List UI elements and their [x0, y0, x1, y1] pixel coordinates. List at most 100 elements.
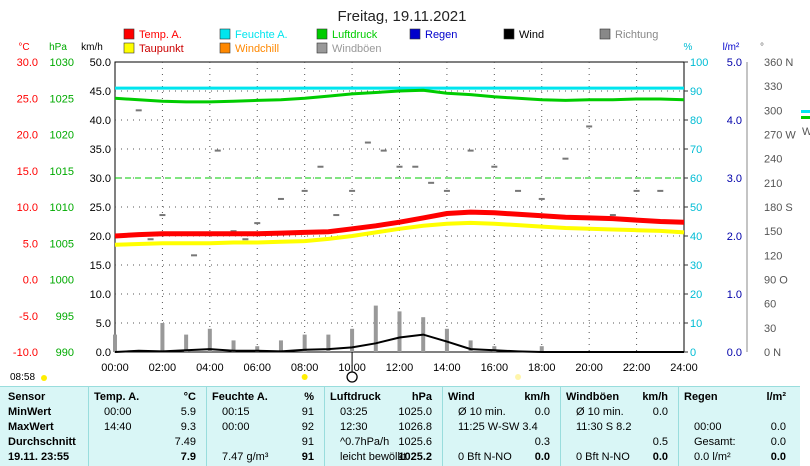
sunset-marker	[515, 374, 522, 380]
y-tick-label: 0	[690, 347, 696, 359]
right-swatch-humidity	[801, 110, 810, 113]
legend-label: Windböen	[332, 43, 382, 55]
y-tick-label: 10.0	[17, 202, 38, 214]
table-cell-label: Ø 10 min.	[576, 406, 624, 418]
y-tick-label: 0.0	[727, 347, 742, 359]
y-tick-label: 40.0	[90, 115, 111, 127]
y-tick-label: 2.0	[727, 231, 742, 243]
kmh-unit-label: km/h	[81, 42, 103, 53]
table-section: Regen l/m² 00:00 0.0 Gesamt: 0.0 0.0 l/m² 0.0	[680, 387, 792, 466]
x-tick-label: 06:00	[243, 362, 271, 374]
y-tick-label: 20.0	[17, 130, 38, 142]
y-tick-label: 1.0	[727, 289, 742, 301]
x-tick-label: 16:00	[481, 362, 509, 374]
gust-bar	[397, 311, 402, 352]
x-tick-label: 00:00	[101, 362, 129, 374]
grid	[115, 62, 684, 352]
legend-swatch	[123, 42, 135, 54]
gust-bar	[278, 340, 283, 352]
legend-label: Wind	[519, 29, 544, 41]
y-tick-label: 100	[690, 57, 708, 69]
x-tick-label: 04:00	[196, 362, 224, 374]
section-unit: hPa	[411, 391, 432, 403]
legend-label: Feuchte A.	[235, 29, 288, 41]
legend-label: Luftdruck	[332, 29, 378, 41]
table-cell-value: 5.9	[180, 406, 196, 418]
y-tick-label: 20	[690, 289, 702, 301]
temp-unit-label: °C	[18, 42, 29, 53]
y-tick-label: 60	[690, 173, 702, 185]
y-tick-label: 30.0	[90, 173, 111, 185]
y-tick-label: 270 W	[764, 130, 796, 142]
gust-bar	[326, 334, 331, 352]
y-tick-label: 15.0	[90, 260, 111, 272]
table-cell-value: 0.0	[534, 451, 550, 463]
table-cell-value: 7.9	[180, 451, 196, 463]
x-tick-label: 18:00	[528, 362, 556, 374]
pct-unit-label: %	[684, 42, 693, 53]
y-tick-label: 1030	[50, 57, 74, 69]
x-tick-label: 24:00	[670, 362, 698, 374]
y-tick-label: 240	[764, 154, 782, 166]
y-tick-label: 30	[690, 260, 702, 272]
gust-bar	[160, 323, 165, 352]
legend-swatch	[316, 42, 328, 54]
y-tick-label: 4.0	[727, 115, 742, 127]
gust-bar	[492, 346, 497, 352]
table-cell-label: 0 Bft N-NO	[576, 451, 630, 463]
summary-table: Sensor MinWert MaxWert Durchschnitt 19.11. 2…	[0, 386, 800, 466]
table-section: Windböen km/h Ø 10 min. 0.0 11:30 S 8.2 0.5 0 …	[562, 387, 674, 466]
table-cell-value: 1026.8	[398, 421, 432, 433]
row-labels: Sensor MinWert MaxWert Durchschnitt 19.11. 2…	[8, 387, 88, 466]
table-cell-label: 00:00	[694, 421, 722, 433]
table-section: Feuchte A.% 00:15 91 00:00 92 91 7.47 g/m³ 91	[208, 387, 320, 466]
section-header: Regen	[684, 391, 718, 403]
table-cell-value: 91	[301, 436, 314, 448]
y-tick-label: 25.0	[90, 202, 111, 214]
gust-bar	[373, 305, 378, 352]
legend-label: Temp. A.	[139, 29, 182, 41]
sunrise-dot	[41, 375, 47, 381]
row-label: Sensor	[8, 391, 46, 403]
chart-extras: W	[41, 110, 810, 383]
table-section: Luftdruck hPa 03:25 1025.0 12:30 1026.8 ^0.7hP…	[326, 387, 438, 466]
legend-swatch	[123, 28, 135, 40]
y-tick-label: -10.0	[13, 347, 38, 359]
y-tick-label: 300	[764, 105, 782, 117]
row-label: MaxWert	[8, 421, 54, 433]
x-tick-label: 08:00	[291, 362, 319, 374]
table-cell-value: 91	[301, 451, 314, 463]
axis-ticks: 30.025.020.015.010.05.00.0-5.0-10.010301…	[13, 57, 796, 374]
gust-bar	[231, 340, 236, 352]
y-tick-label: 90 O	[764, 275, 788, 287]
y-tick-label: 80	[690, 115, 702, 127]
table-cell-label: 12:30	[340, 421, 368, 433]
table-section: Temp. A. °C 00:00 5.9 14:40 9.3 7.49 7.9	[90, 387, 202, 466]
section-unit: km/h	[524, 391, 550, 403]
direction-marks	[135, 109, 664, 257]
y-tick-label: 60	[764, 299, 776, 311]
table-cell-label: 00:15	[222, 406, 250, 418]
y-tick-label: 150	[764, 226, 782, 238]
y-tick-label: 1020	[50, 130, 74, 142]
table-cell-value: 1025.6	[398, 436, 432, 448]
gust-bar	[207, 328, 212, 352]
sunrise-time: 08:58	[10, 372, 36, 383]
table-cell-value: 1025.2	[398, 451, 432, 463]
table-cell-label: 00:00	[222, 421, 250, 433]
y-tick-label: 90	[690, 86, 702, 98]
section-header: Luftdruck	[330, 391, 381, 403]
table-cell-value: 9.3	[180, 421, 196, 433]
y-tick-label: 3.0	[727, 173, 742, 185]
y-tick-label: 0.0	[23, 275, 38, 287]
section-unit: °C	[183, 391, 196, 403]
table-cell-value: 7.49	[174, 436, 196, 448]
legend-swatch	[409, 28, 421, 40]
y-tick-label: -5.0	[19, 311, 38, 323]
y-tick-label: 210	[764, 178, 782, 190]
chart-title: Freitag, 19.11.2021	[338, 8, 467, 25]
y-tick-label: 1015	[50, 166, 74, 178]
gust-bar	[184, 334, 189, 352]
x-tick-label: 20:00	[575, 362, 603, 374]
y-tick-label: 45.0	[90, 86, 111, 98]
